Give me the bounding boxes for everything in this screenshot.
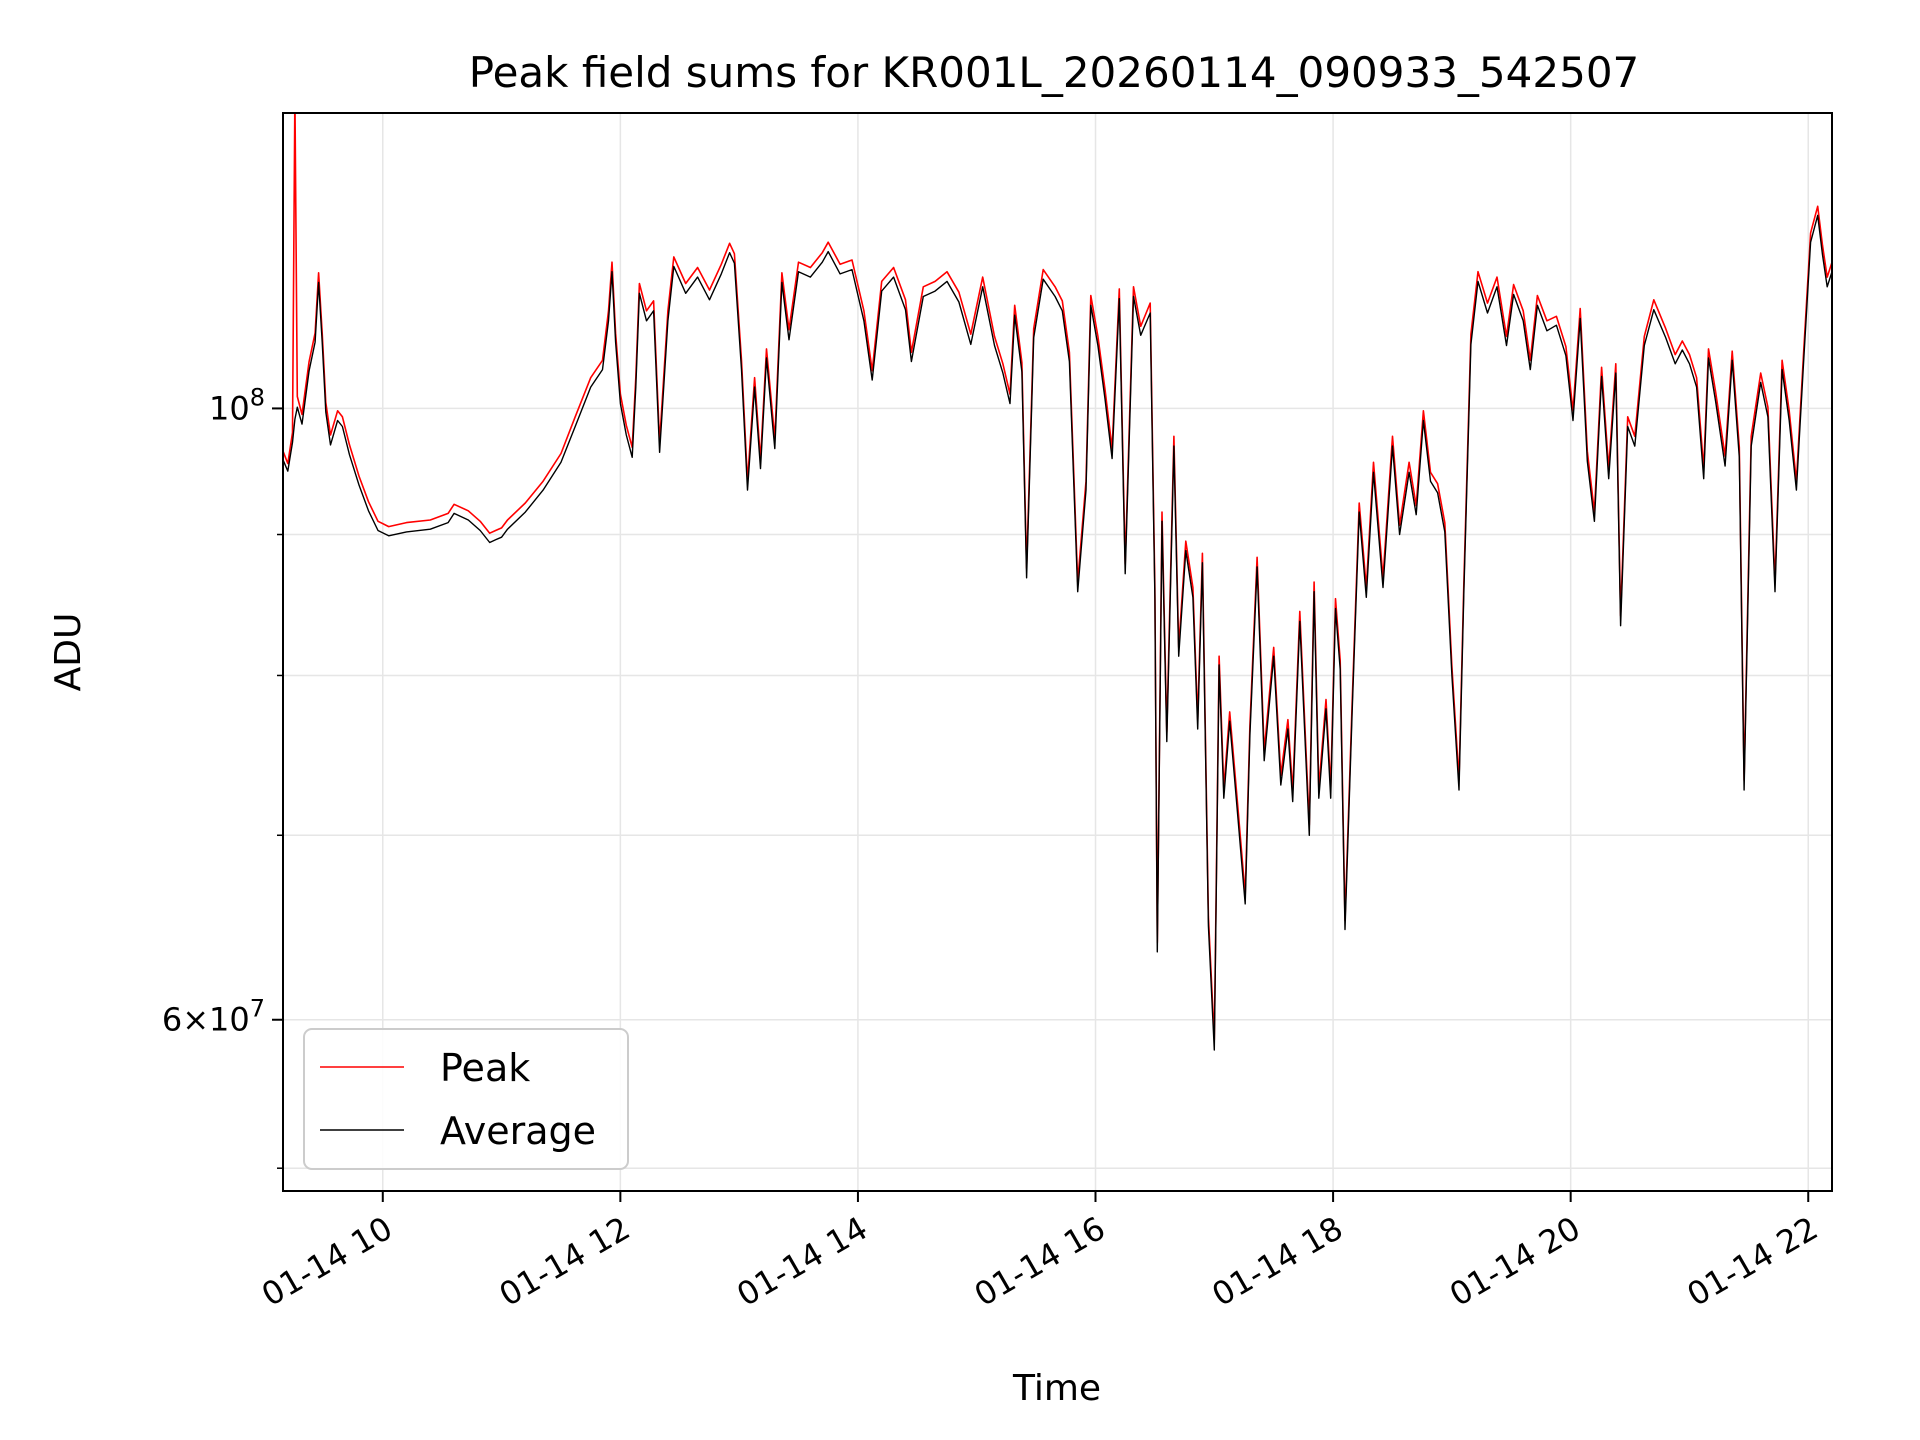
series-layer xyxy=(283,113,1832,1051)
series-line-peak xyxy=(283,113,1832,1041)
chart-title: Peak field sums for KR001L_20260114_0909… xyxy=(469,48,1640,97)
y-axis-ticks: 108 6×107 xyxy=(162,383,283,1169)
legend-box xyxy=(303,1028,629,1170)
y-tick-label: 6×107 xyxy=(162,995,265,1039)
y-tick-label: 108 xyxy=(209,383,265,427)
legend-average-label: Average xyxy=(440,1109,596,1153)
grid xyxy=(283,113,1832,1191)
legend: Peak Average xyxy=(303,1028,629,1170)
x-axis-label: Time xyxy=(1012,1368,1101,1409)
series-line-average xyxy=(283,214,1832,1051)
y-axis-label: ADU xyxy=(48,613,89,692)
legend-peak-label: Peak xyxy=(440,1046,530,1090)
plot-frame xyxy=(282,112,1833,1192)
